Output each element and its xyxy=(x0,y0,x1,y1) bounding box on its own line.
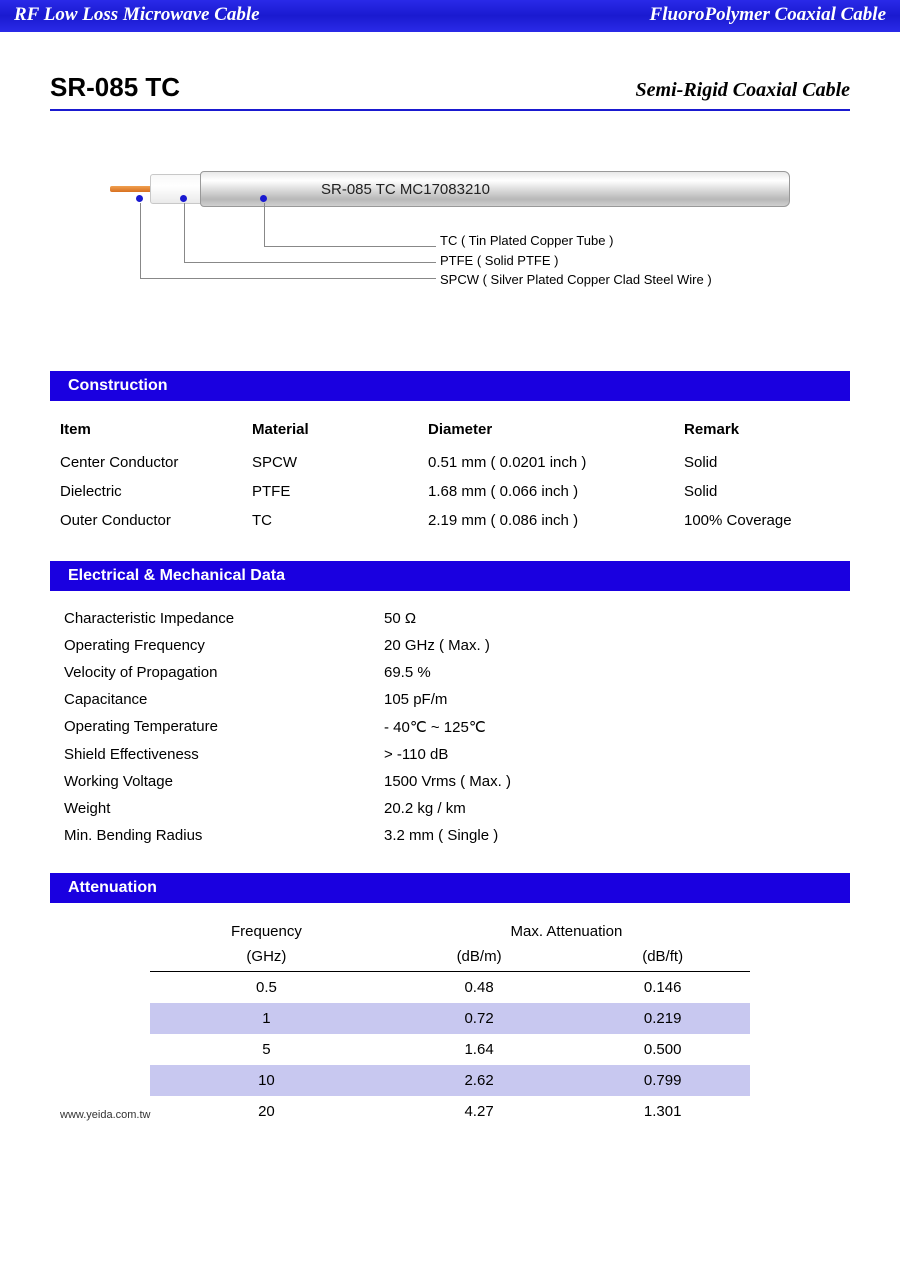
footer-url: www.yeida.com.tw xyxy=(60,1109,850,1121)
table-row: Outer ConductorTC2.19 mm ( 0.086 inch )1… xyxy=(50,506,850,535)
cell-diameter: 2.19 mm ( 0.086 inch ) xyxy=(418,506,674,535)
layer-core xyxy=(110,186,154,192)
table-header-row: Item Material Diameter Remark xyxy=(50,415,850,448)
marker-ptfe-icon xyxy=(180,195,187,202)
spec-key: Velocity of Propagation xyxy=(64,664,384,681)
col-material: Material xyxy=(242,415,418,448)
layer-labels: TC ( Tin Plated Copper Tube ) PTFE ( Sol… xyxy=(440,231,712,290)
spec-value: 69.5 % xyxy=(384,664,431,681)
marker-tube-icon xyxy=(260,195,267,202)
col-diameter: Diameter xyxy=(418,415,674,448)
table-unit-row: (GHz) (dB/m) (dB/ft) xyxy=(150,944,750,972)
cell-item: Center Conductor xyxy=(50,448,242,477)
cell: 0.219 xyxy=(575,1003,750,1034)
construction-table: Item Material Diameter Remark Center Con… xyxy=(50,415,850,535)
section-attenuation: Attenuation xyxy=(50,873,850,903)
spec-value: 3.2 mm ( Single ) xyxy=(384,827,498,844)
cell-item: Outer Conductor xyxy=(50,506,242,535)
page-body: SR-085 TC Semi-Rigid Coaxial Cable SR-08… xyxy=(0,32,900,1141)
layer-label-tc: TC ( Tin Plated Copper Tube ) xyxy=(440,231,712,251)
spec-row: Operating Frequency20 GHz ( Max. ) xyxy=(64,632,850,659)
marker-core-icon xyxy=(136,195,143,202)
spec-value: - 40℃ ~ 125℃ xyxy=(384,718,486,736)
cell: 0.500 xyxy=(575,1034,750,1065)
spec-row: Velocity of Propagation69.5 % xyxy=(64,659,850,686)
spec-row: Capacitance105 pF/m xyxy=(64,686,850,713)
spec-key: Operating Frequency xyxy=(64,637,384,654)
table-row: 51.640.500 xyxy=(150,1034,750,1065)
top-banner: RF Low Loss Microwave Cable FluoroPolyme… xyxy=(0,0,900,32)
col-item: Item xyxy=(50,415,242,448)
layer-label-spcw: SPCW ( Silver Plated Copper Clad Steel W… xyxy=(440,270,712,290)
cell-diameter: 1.68 mm ( 0.066 inch ) xyxy=(418,477,674,506)
cell-remark: 100% Coverage xyxy=(674,506,850,535)
col-remark: Remark xyxy=(674,415,850,448)
cell: 0.146 xyxy=(575,972,750,1004)
unit-ghz: (GHz) xyxy=(150,944,383,972)
cell-remark: Solid xyxy=(674,477,850,506)
table-header-row: Frequency Max. Attenuation xyxy=(150,917,750,944)
leader-line xyxy=(264,203,436,247)
spec-key: Shield Effectiveness xyxy=(64,746,384,763)
cell: 0.5 xyxy=(150,972,383,1004)
attenuation-table: Frequency Max. Attenuation (GHz) (dB/m) … xyxy=(150,917,750,1127)
spec-value: 50 Ω xyxy=(384,610,416,627)
table-row: DielectricPTFE1.68 mm ( 0.066 inch )Soli… xyxy=(50,477,850,506)
col-max-attenuation: Max. Attenuation xyxy=(383,917,750,944)
electrical-list: Characteristic Impedance50 ΩOperating Fr… xyxy=(64,605,850,849)
spec-row: Min. Bending Radius3.2 mm ( Single ) xyxy=(64,822,850,849)
cell: 1 xyxy=(150,1003,383,1034)
section-electrical: Electrical & Mechanical Data xyxy=(50,561,850,591)
spec-value: 1500 Vrms ( Max. ) xyxy=(384,773,511,790)
spec-value: 105 pF/m xyxy=(384,691,447,708)
banner-left: RF Low Loss Microwave Cable xyxy=(14,4,260,26)
cell: 0.72 xyxy=(383,1003,575,1034)
spec-key: Characteristic Impedance xyxy=(64,610,384,627)
cell: 1.64 xyxy=(383,1034,575,1065)
title-row: SR-085 TC Semi-Rigid Coaxial Cable xyxy=(50,72,850,111)
model-number: SR-085 TC xyxy=(50,72,180,103)
cell: 0.48 xyxy=(383,972,575,1004)
banner-right: FluoroPolymer Coaxial Cable xyxy=(650,4,886,26)
cell: 5 xyxy=(150,1034,383,1065)
cell-diameter: 0.51 mm ( 0.0201 inch ) xyxy=(418,448,674,477)
spec-row: Working Voltage1500 Vrms ( Max. ) xyxy=(64,768,850,795)
subtitle: Semi-Rigid Coaxial Cable xyxy=(636,79,850,102)
spec-value: 20 GHz ( Max. ) xyxy=(384,637,490,654)
spec-row: Operating Temperature- 40℃ ~ 125℃ xyxy=(64,713,850,741)
layer-tube: SR-085 TC MC17083210 xyxy=(200,171,790,207)
table-row: 102.620.799 xyxy=(150,1065,750,1096)
table-row: 10.720.219 xyxy=(150,1003,750,1034)
spec-key: Min. Bending Radius xyxy=(64,827,384,844)
spec-value: > -110 dB xyxy=(384,746,448,763)
spec-row: Characteristic Impedance50 Ω xyxy=(64,605,850,632)
cell-material: PTFE xyxy=(242,477,418,506)
spec-key: Operating Temperature xyxy=(64,718,384,736)
layer-label-ptfe: PTFE ( Solid PTFE ) xyxy=(440,251,712,271)
unit-dbft: (dB/ft) xyxy=(575,944,750,972)
spec-key: Working Voltage xyxy=(64,773,384,790)
col-frequency: Frequency xyxy=(150,917,383,944)
cable-label: SR-085 TC MC17083210 xyxy=(321,181,490,198)
spec-row: Weight20.2 kg / km xyxy=(64,795,850,822)
cell-item: Dielectric xyxy=(50,477,242,506)
unit-dbm: (dB/m) xyxy=(383,944,575,972)
cell-material: TC xyxy=(242,506,418,535)
spec-row: Shield Effectiveness> -110 dB xyxy=(64,741,850,768)
spec-key: Weight xyxy=(64,800,384,817)
spec-key: Capacitance xyxy=(64,691,384,708)
cell: 2.62 xyxy=(383,1065,575,1096)
cell-remark: Solid xyxy=(674,448,850,477)
table-row: Center ConductorSPCW0.51 mm ( 0.0201 inc… xyxy=(50,448,850,477)
cell-material: SPCW xyxy=(242,448,418,477)
table-row: 0.50.480.146 xyxy=(150,972,750,1004)
cell: 0.799 xyxy=(575,1065,750,1096)
spec-value: 20.2 kg / km xyxy=(384,800,466,817)
cable-diagram: SR-085 TC MC17083210 TC ( Tin Plated Cop… xyxy=(50,161,850,321)
section-construction: Construction xyxy=(50,371,850,401)
cell: 10 xyxy=(150,1065,383,1096)
